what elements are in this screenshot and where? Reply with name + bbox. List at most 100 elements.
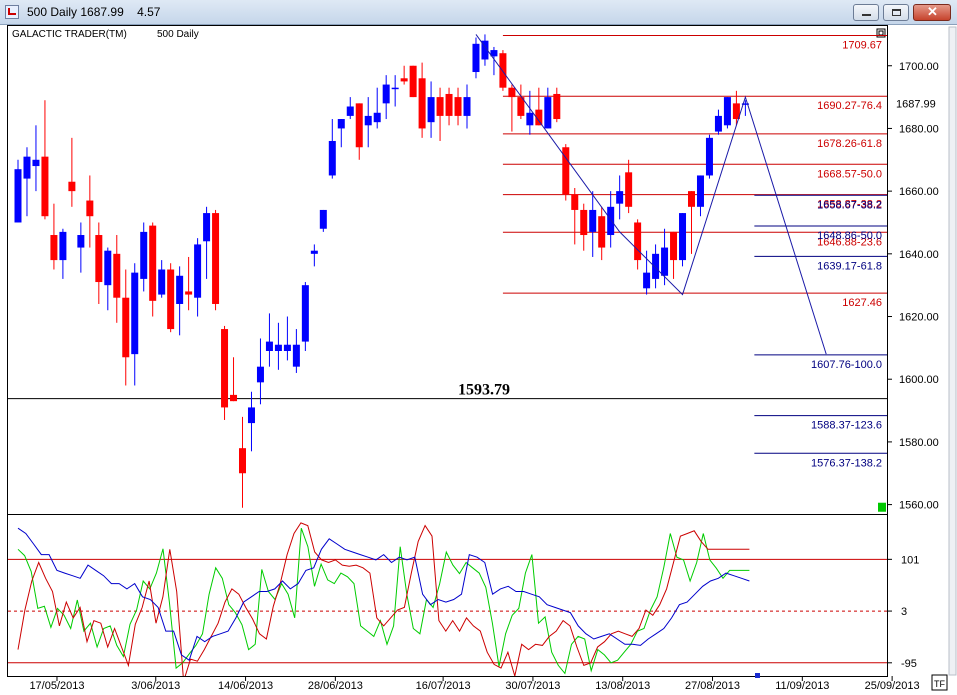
date-tick-label-9: 25/09/2013 (865, 680, 920, 692)
candle-body-7 (77, 235, 85, 248)
level-label-7: 1658.67-38.2 (817, 199, 882, 211)
candle-body-6 (68, 181, 76, 192)
osc-series-0 (17, 528, 750, 675)
price-tick-label-3: 1640.00 (899, 249, 939, 261)
candle-body-55 (508, 87, 516, 98)
candle-body-47 (436, 97, 444, 116)
date-tick-label-7: 27/08/2013 (685, 680, 740, 692)
reference-line: 1593.79 (8, 382, 887, 400)
candle-body-44 (409, 65, 417, 98)
candle-body-19 (185, 291, 193, 295)
candle-body-36 (337, 119, 345, 129)
chart-subtitle: 500 Daily (157, 29, 199, 40)
candles (14, 34, 749, 508)
candle-body-57 (526, 112, 534, 126)
close-button[interactable]: ✕ (913, 4, 951, 21)
candle-body-78 (714, 115, 722, 132)
candle-body-27 (256, 366, 264, 383)
level-label-2: 1678.26-61.8 (817, 138, 882, 150)
candle-body-70 (643, 272, 651, 289)
price-chart[interactable]: GALACTIC TRADER(TM) 500 Daily 1700.00 168… (0, 25, 957, 695)
candle-body-61 (562, 147, 570, 195)
candle-body-10 (104, 250, 112, 286)
date-axis: 17/05/2013 3/06/2013 14/06/2013 28/06/2013 1… (29, 676, 920, 692)
candle-body-62 (571, 194, 579, 210)
candle-body-21 (203, 213, 211, 242)
candle-body-80 (732, 103, 740, 120)
panel-restore-icon[interactable] (876, 28, 886, 38)
candle-body-66 (607, 206, 615, 236)
candle-body-45 (418, 78, 426, 129)
date-tick-label-5: 30/07/2013 (505, 680, 560, 692)
candle-body-3 (41, 156, 49, 217)
candle-body-46 (427, 97, 435, 123)
candle-body-1 (23, 156, 31, 179)
candle-body-41 (382, 84, 390, 104)
price-tick-label-0: 1700.00 (899, 61, 939, 73)
oscillator-panel: 101 3 -95 (8, 522, 919, 676)
candle-body-14 (140, 231, 148, 279)
candle-body-17 (167, 269, 175, 330)
chart-app-icon (5, 5, 19, 19)
candle-body-26 (247, 407, 255, 424)
level-label-4: 1658.87-38.2 (817, 199, 882, 211)
candle-body-5 (59, 231, 67, 261)
level-label-6: 1627.46 (842, 297, 882, 309)
price-tick-label-2: 1660.00 (899, 186, 939, 198)
candle-body-79 (723, 97, 731, 126)
date-tick-label-4: 16/07/2013 (416, 680, 471, 692)
candle-body-53 (490, 50, 498, 57)
maximize-button[interactable] (883, 4, 909, 21)
plot-frame (7, 25, 888, 677)
candle-body-64 (589, 209, 597, 232)
level-label-3: 1668.57-50.0 (817, 168, 882, 180)
candle-body-22 (212, 213, 220, 304)
window-title: 500 Daily 1687.99 4.57 (27, 5, 161, 19)
candle-body-8 (86, 200, 94, 217)
candle-body-30 (283, 344, 291, 351)
candle-body-9 (95, 235, 103, 283)
price-tick-label-5: 1600.00 (899, 374, 939, 386)
candle-body-67 (616, 191, 624, 204)
chart-title: GALACTIC TRADER(TM) (12, 29, 127, 40)
candle-body-20 (194, 244, 202, 298)
candle-body-38 (355, 103, 363, 148)
minimize-button[interactable] (853, 4, 879, 21)
candle-body-37 (346, 106, 354, 116)
candle-body-65 (598, 216, 606, 248)
zigzag (475, 34, 827, 355)
osc-series-2 (17, 527, 750, 661)
close-icon: ✕ (927, 4, 938, 19)
candle-body-59 (544, 97, 552, 129)
candle-body-73 (670, 231, 678, 261)
candle-body-35 (328, 140, 336, 176)
candle-body-31 (292, 344, 300, 367)
candle-body-24 (230, 394, 238, 402)
vertical-scrollbar[interactable] (948, 26, 957, 676)
candle-body-52 (481, 40, 489, 60)
candle-body-42 (391, 87, 399, 90)
osc-tick-label-0: 101 (901, 554, 919, 566)
price-axis: 1700.00 1680.00 1660.00 1640.00 1620.00 1600.… (878, 61, 939, 512)
level-label-1: 1690.27-76.4 (817, 100, 882, 112)
date-tick-label-0: 17/05/2013 (29, 680, 84, 692)
reference-line-label: 1593.79 (458, 382, 510, 399)
candle-body-49 (454, 97, 462, 116)
candle-body-43 (400, 78, 408, 82)
date-tick-label-1: 3/06/2013 (131, 680, 180, 692)
candle-body-29 (274, 344, 282, 351)
scroll-position-marker[interactable] (755, 673, 760, 678)
level-label-8: 1648.86-50.0 (817, 230, 882, 242)
candle-body-32 (301, 285, 309, 342)
level-label-9: 1639.17-61.8 (817, 260, 882, 272)
maximize-icon (892, 9, 901, 16)
timeframe-button[interactable] (931, 674, 948, 691)
candle-body-13 (131, 272, 139, 355)
candle-body-76 (696, 175, 704, 207)
last-price-label: 1687.99 (896, 98, 936, 110)
candle-body-72 (661, 247, 669, 276)
price-tick-label-6: 1580.00 (899, 437, 939, 449)
osc-tick-label-1: 3 (901, 606, 907, 618)
candle-body-56 (517, 97, 525, 116)
price-tick-label-7: 1560.00 (899, 500, 939, 512)
